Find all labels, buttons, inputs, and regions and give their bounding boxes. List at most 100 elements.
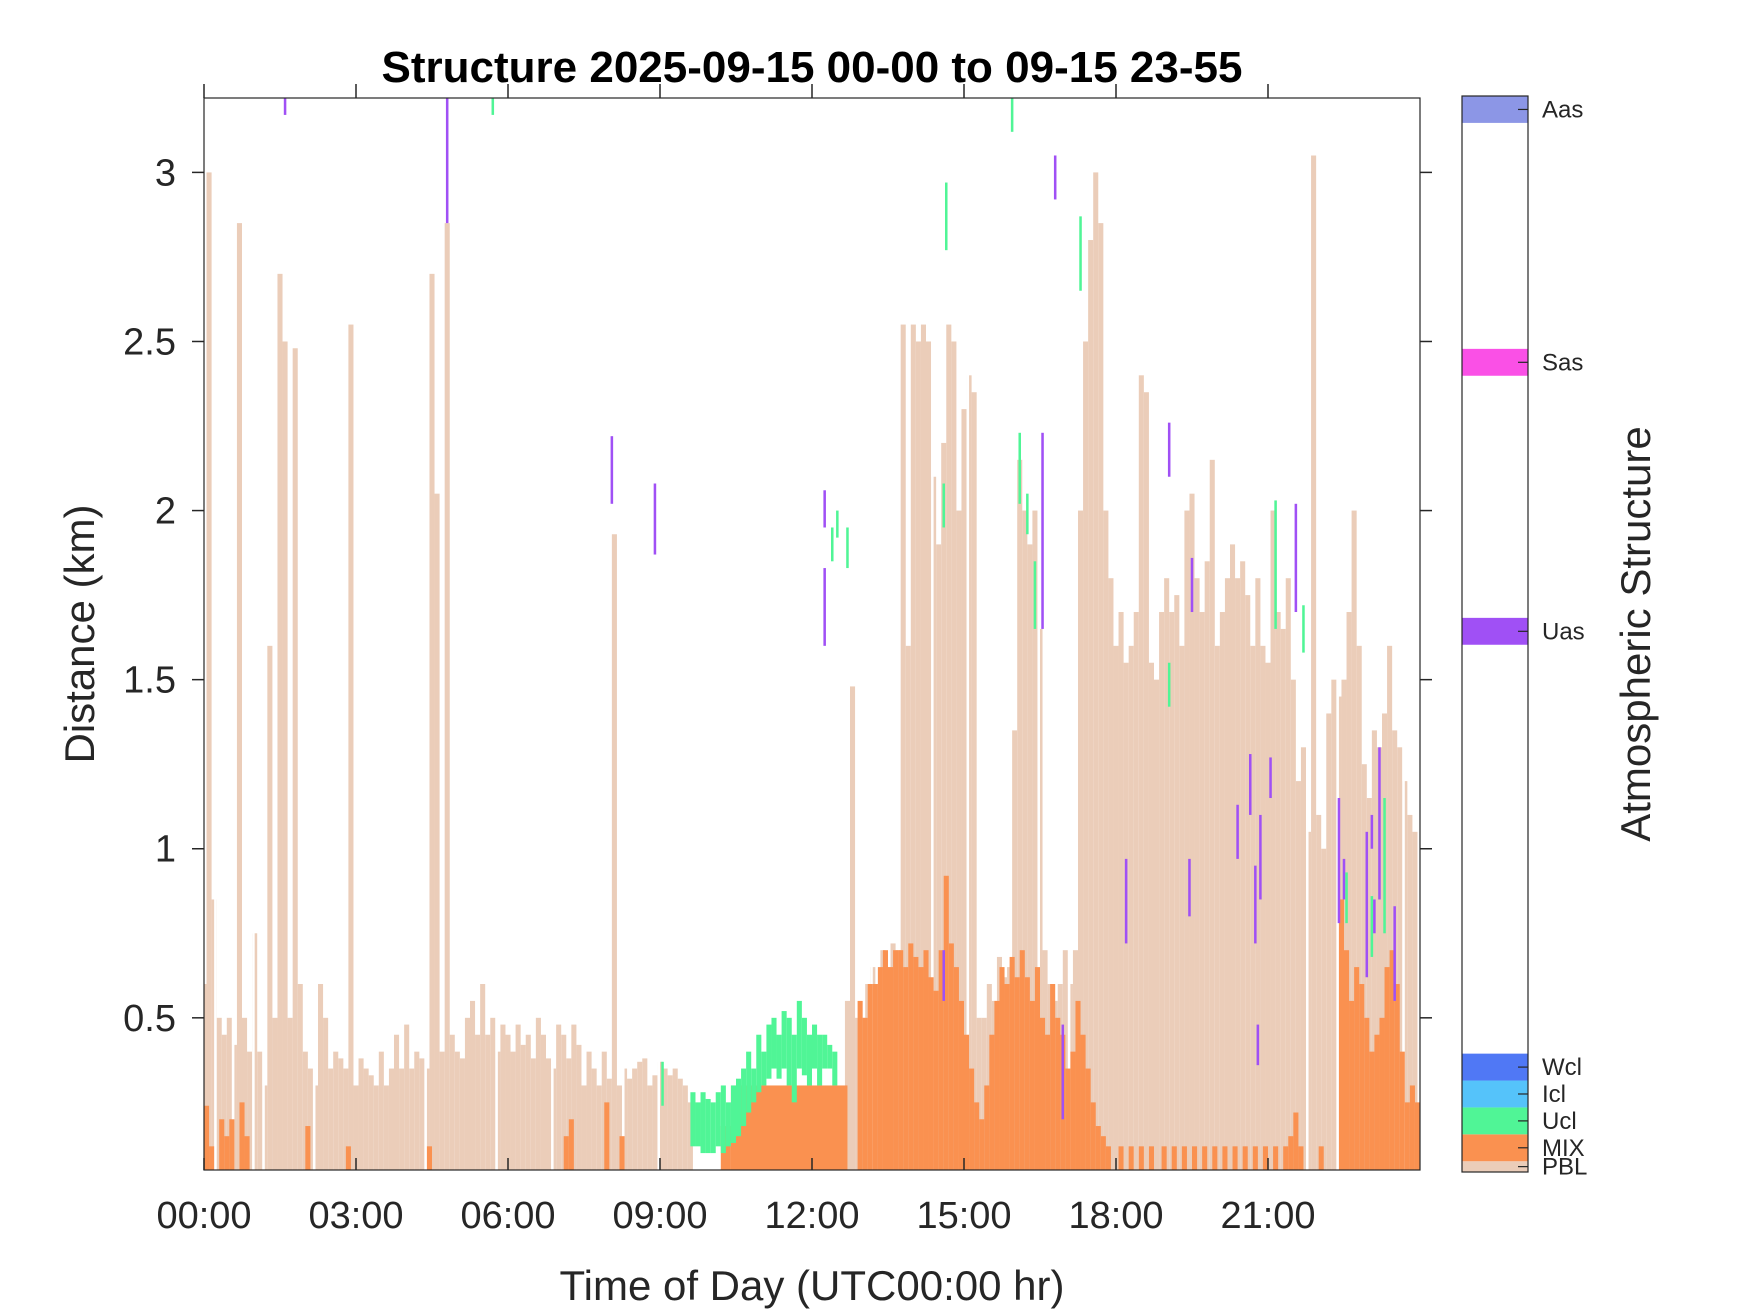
mix-bar [1029, 1000, 1035, 1170]
ucl-bar [705, 1098, 711, 1154]
pbl-bar [312, 1085, 318, 1170]
pbl-bar [971, 392, 977, 1171]
uas-segment [1188, 858, 1191, 917]
pbl-bar [535, 1017, 541, 1170]
ucl-bar [801, 1017, 807, 1076]
ucl-segment [1302, 605, 1305, 653]
pbl-bar [252, 933, 258, 1170]
ucl-bar [812, 1024, 818, 1069]
uas-segment [1337, 798, 1341, 924]
colorbar-tick-label: Uas [1542, 618, 1585, 645]
ucl-segment [831, 527, 834, 562]
mix-bar [989, 1034, 995, 1170]
pbl-bar [1361, 764, 1367, 1170]
pbl-bar [1209, 459, 1215, 1171]
pbl-bar [409, 1068, 415, 1170]
pbl-bar [1245, 595, 1251, 1170]
mix-bar [1409, 1085, 1415, 1170]
ucl-bar [736, 1078, 742, 1137]
x-tick-label: 00:00 [156, 1195, 251, 1237]
gap-bar [252, 98, 255, 1170]
ucl-bar [781, 1011, 787, 1069]
y-tick-label: 1.5 [123, 660, 176, 702]
mix-bar [923, 950, 929, 1170]
pbl-bar [1022, 510, 1028, 1170]
mix-bar [305, 1126, 311, 1170]
ucl-bar [715, 1092, 721, 1147]
mix-bar [1414, 1102, 1420, 1170]
pbl-bar [1412, 831, 1418, 1170]
ucl-segment [942, 483, 945, 528]
y-tick-label: 0.5 [123, 998, 176, 1040]
gap-bar [1336, 98, 1339, 1170]
uas-segment [1041, 432, 1044, 629]
pbl-bar [1341, 679, 1347, 1170]
y-axis-label: Distance (km) [56, 504, 103, 763]
pbl-bar [373, 1085, 379, 1170]
pbl-bar [900, 324, 906, 1170]
ucl-bar [710, 1102, 716, 1154]
pbl-bar [1164, 578, 1170, 1170]
pbl-bar [1397, 747, 1403, 1170]
pbl-bar [414, 1051, 420, 1170]
mix-bar [1075, 1000, 1081, 1170]
pbl-bar [1255, 578, 1261, 1170]
ucl-bar [720, 1085, 726, 1154]
pbl-bar [525, 1034, 531, 1170]
colorbar-swatch-uas [1462, 617, 1528, 645]
pbl-bar [616, 1085, 622, 1170]
mix-bar [563, 1136, 569, 1170]
mix-bar [872, 984, 878, 1170]
pbl-bar [510, 1051, 516, 1170]
pbl-bar [1235, 578, 1241, 1170]
ucl-bar [806, 1034, 812, 1086]
pbl-bar [596, 1085, 602, 1170]
uas-segment [1259, 814, 1262, 900]
ucl-segment [836, 510, 839, 538]
pbl-bar [1371, 730, 1377, 1170]
pbl-bar [1280, 628, 1286, 1170]
pbl-bar [956, 510, 962, 1170]
pbl-bar [1118, 612, 1124, 1170]
ucl-segment [846, 527, 849, 569]
pbl-bar [611, 534, 617, 1170]
pbl-bar [1356, 645, 1362, 1170]
mix-bar [994, 1000, 1000, 1170]
pbl-bar [404, 1024, 410, 1170]
pbl-bar [272, 1017, 278, 1170]
uas-segment [1294, 503, 1298, 613]
y-tick-label: 1 [155, 829, 176, 871]
ucl-bar [746, 1051, 752, 1113]
uas-segment [283, 98, 287, 115]
mix-bar [1242, 1146, 1248, 1170]
mix-bar [1004, 984, 1010, 1170]
pbl-bar [262, 1085, 268, 1170]
colorbar-tick-label: Wcl [1542, 1054, 1582, 1081]
pbl-bar [662, 1068, 668, 1170]
mix-bar [979, 1119, 985, 1170]
mix-bar [1359, 984, 1365, 1170]
plot-area [204, 98, 1420, 1171]
pbl-bar [1037, 628, 1043, 1170]
mix-bar [1338, 899, 1344, 1170]
pbl-bar [204, 984, 207, 1170]
pbl-bar [556, 1024, 562, 1170]
uas-segment [1061, 1024, 1065, 1120]
pbl-bar [221, 1034, 227, 1170]
pbl-bar [920, 324, 926, 1170]
pbl-bar [388, 1068, 394, 1170]
mix-bar [1394, 984, 1400, 1170]
ucl-segment [1383, 798, 1386, 934]
pbl-bar [257, 1051, 263, 1170]
pbl-bar [1407, 814, 1413, 1170]
pbl-bar [1012, 730, 1018, 1170]
mix-bar [426, 1146, 432, 1170]
ucl-bar [700, 1092, 706, 1154]
y-tick-label: 2 [155, 491, 176, 533]
pbl-bar [1113, 645, 1119, 1170]
gap-bar [424, 98, 427, 1170]
mix-bar [1070, 1051, 1076, 1170]
pbl-bar [495, 1051, 501, 1170]
pbl-bar [429, 273, 435, 1171]
